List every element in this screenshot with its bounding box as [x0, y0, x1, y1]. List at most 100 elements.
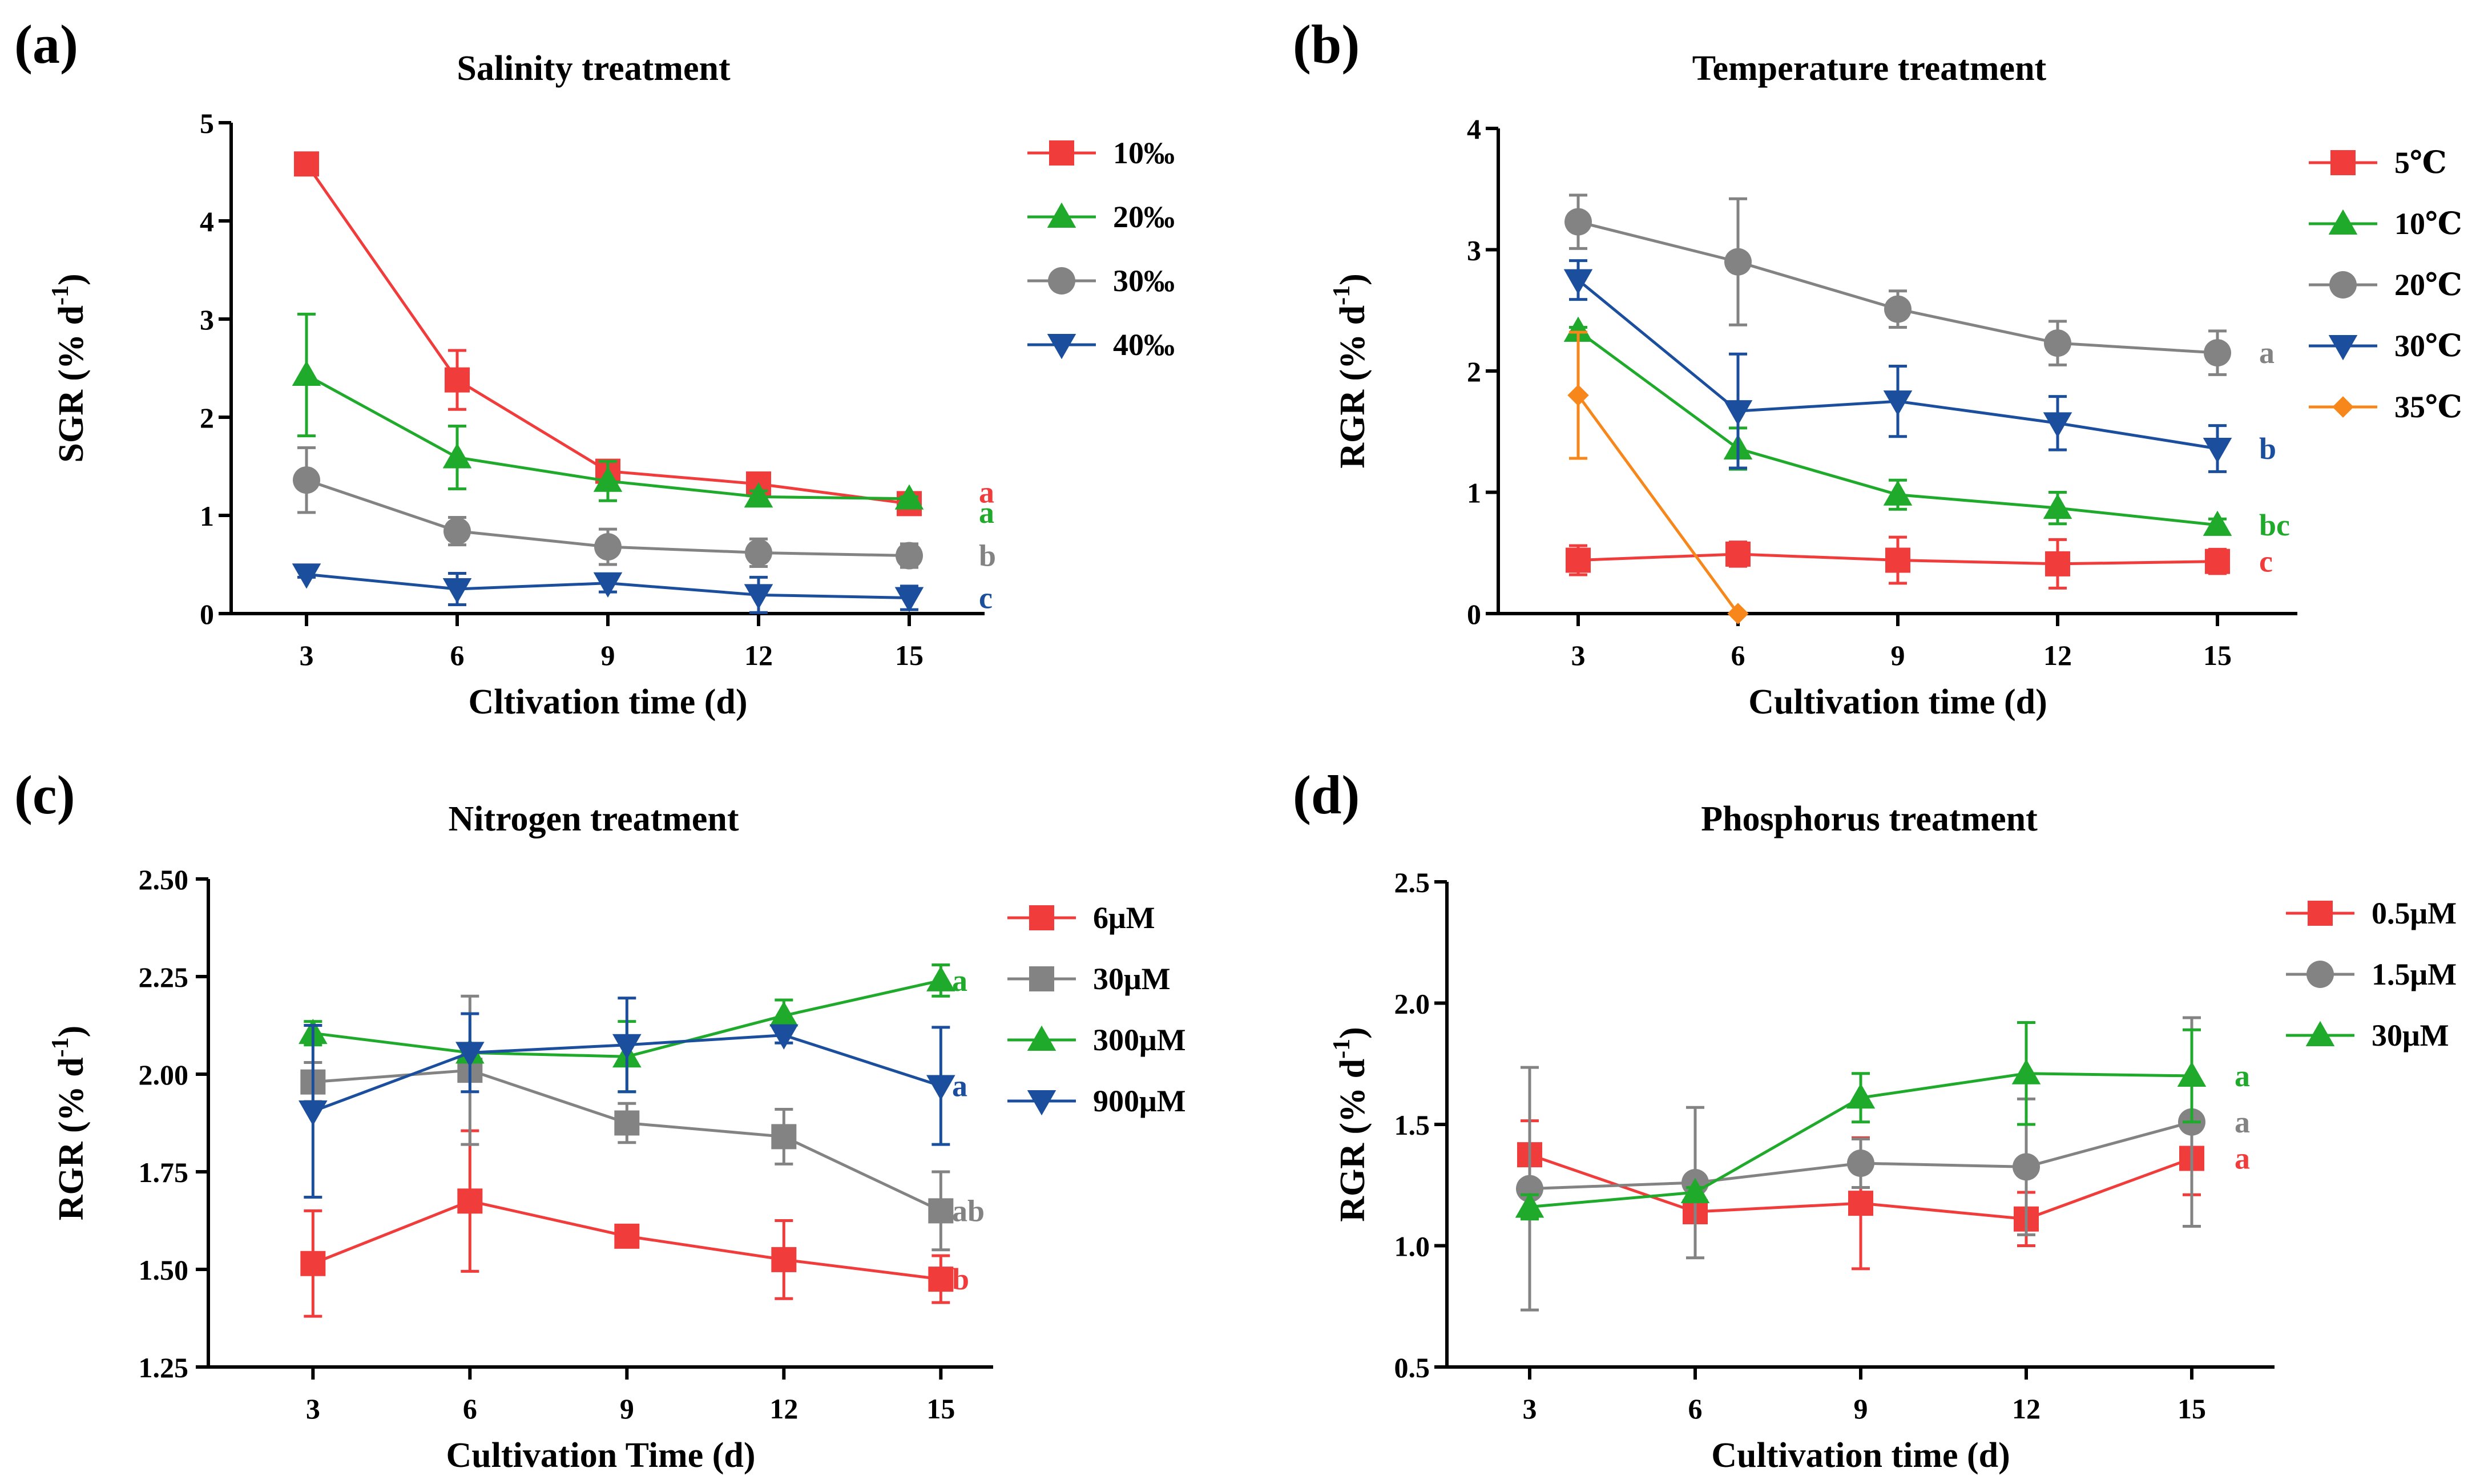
data-point-a-1 [292, 360, 321, 386]
legend-marker-a-0 [1049, 140, 1074, 166]
x-tick-label-b: 3 [1571, 639, 1586, 671]
legend-marker-b-4 [2332, 396, 2354, 418]
legend-marker-a-1 [1047, 202, 1076, 228]
legend-entry-b-3: 30℃ [2309, 329, 2462, 363]
data-point-a-1 [593, 466, 623, 492]
data-point-a-3 [744, 584, 773, 610]
y-axis-label-superscript-b: -1 [1329, 285, 1355, 305]
legend-entry-c-2: 300μM [1007, 1023, 1186, 1057]
data-point-b-1 [2043, 493, 2072, 519]
legend-marker-d-2 [2305, 1021, 2335, 1046]
significance-letter-c-1: ab [952, 1193, 985, 1228]
data-point-d-2 [2177, 1061, 2207, 1087]
data-point-d-2 [2011, 1059, 2041, 1084]
legend-label-a-2: 30‰ [1113, 264, 1175, 298]
data-point-b-2 [1884, 295, 1912, 323]
x-tick-label-a: 6 [450, 639, 465, 671]
y-axis-label-superscript-d: -1 [1329, 1039, 1355, 1059]
legend-marker-a-2 [1048, 267, 1075, 295]
data-point-d-2 [1680, 1177, 1710, 1203]
data-point-a-1 [894, 484, 924, 510]
y-axis-label-a: SGR (% d-1) [47, 273, 91, 462]
legend-label-d-2: 30μM [2372, 1018, 2449, 1052]
y-axis-label-text-a: SGR (% d [52, 305, 91, 463]
x-tick-label-d: 9 [1854, 1393, 1868, 1425]
data-point-a-1 [442, 443, 472, 469]
y-tick-label-d: 1.5 [1394, 1109, 1430, 1141]
data-point-c-0 [928, 1267, 954, 1292]
x-tick-label-d: 15 [2177, 1393, 2206, 1425]
y-tick-label-a: 5 [200, 107, 214, 139]
data-point-b-1 [1563, 316, 1593, 342]
significance-letter-a-2: b [979, 539, 996, 573]
data-point-b-2 [1564, 208, 1592, 236]
y-tick-label-b: 2 [1467, 356, 1481, 388]
data-point-c-1 [614, 1110, 640, 1136]
data-point-b-3 [1723, 400, 1753, 426]
y-tick-label-d: 1.0 [1394, 1231, 1430, 1263]
legend-marker-c-1 [1029, 966, 1054, 991]
series-d-2 [1515, 1021, 2207, 1221]
data-point-c-1 [928, 1198, 954, 1224]
x-tick-label-b: 6 [1731, 639, 1745, 671]
data-point-b-0 [2045, 551, 2070, 576]
legend-marker-d-0 [2308, 901, 2333, 926]
legend-entry-d-1: 1.5μM [2286, 957, 2457, 991]
panel-label-d: (d) [1293, 764, 1360, 825]
legend-entry-c-3: 900μM [1007, 1084, 1186, 1118]
y-axis-label-close-a: ) [52, 273, 91, 285]
series-a-2 [293, 446, 923, 570]
data-point-b-3 [1563, 269, 1593, 295]
x-tick-label-c: 3 [306, 1393, 320, 1425]
legend-label-b-4: 35℃ [2394, 390, 2462, 424]
series-b-1 [1563, 316, 2232, 536]
data-point-c-0 [300, 1251, 326, 1276]
legend-entry-a-3: 40‰ [1027, 328, 1175, 362]
legend-label-a-3: 40‰ [1113, 328, 1175, 362]
data-point-c-3 [926, 1075, 955, 1100]
significance-letter-c-3: a [952, 1069, 967, 1103]
significance-letter-a-3: c [979, 580, 993, 615]
data-point-d-0 [1848, 1191, 1873, 1216]
chart-title-d: Phosphorus treatment [1701, 800, 2038, 838]
y-tick-label-a: 1 [200, 500, 214, 532]
data-point-c-0 [771, 1247, 797, 1272]
x-tick-label-c: 12 [769, 1393, 798, 1425]
plot-area-d: 0.5 1.0 1.5 2.0 2.5 3 6 9 12 15 Cultivation time (… [1329, 866, 2457, 1475]
x-tick-label-c: 9 [620, 1393, 634, 1425]
data-point-a-2 [594, 533, 622, 561]
data-point-a-2 [745, 539, 772, 567]
data-point-c-3 [455, 1042, 485, 1067]
data-point-c-2 [926, 966, 955, 991]
data-point-b-4 [1727, 603, 1749, 624]
legend-entry-c-1: 30μM [1007, 962, 1171, 996]
y-tick-label-a: 2 [200, 402, 214, 434]
significance-letter-a-1: a [979, 495, 994, 530]
data-point-c-3 [299, 1100, 328, 1126]
series-c-3 [299, 997, 955, 1199]
legend-label-c-1: 30μM [1093, 962, 1171, 996]
data-point-b-4 [1567, 384, 1589, 406]
y-tick-label-d: 2.5 [1394, 866, 1430, 898]
x-axis-label-a: Cltivation time (d) [468, 683, 747, 721]
series-b-2 [1564, 193, 2231, 376]
data-point-a-2 [293, 466, 320, 494]
y-tick-label-b: 3 [1467, 235, 1481, 267]
y-axis-label-c: RGR (% d-1) [47, 1026, 91, 1221]
x-tick-label-d: 6 [1688, 1393, 1703, 1425]
legend-label-d-1: 1.5μM [2372, 957, 2457, 991]
y-axis-label-text-c: RGR (% d [52, 1057, 91, 1220]
y-axis-label-close-b: ) [1333, 273, 1372, 285]
y-tick-label-b: 0 [1467, 598, 1481, 630]
plot-area-c: 1.25 1.50 1.75 2.00 2.25 2.50 3 6 9 12 15 Cultivati… [47, 864, 1186, 1475]
legend-label-a-0: 10‰ [1113, 136, 1175, 170]
legend-entry-a-2: 30‰ [1027, 264, 1175, 298]
x-tick-label-d: 3 [1523, 1393, 1537, 1425]
data-point-b-3 [2203, 438, 2232, 463]
y-tick-label-c: 2.00 [139, 1059, 189, 1091]
significance-letter-a-0: a [979, 475, 994, 509]
y-axis-label-text-d: RGR (% d [1333, 1059, 1372, 1222]
